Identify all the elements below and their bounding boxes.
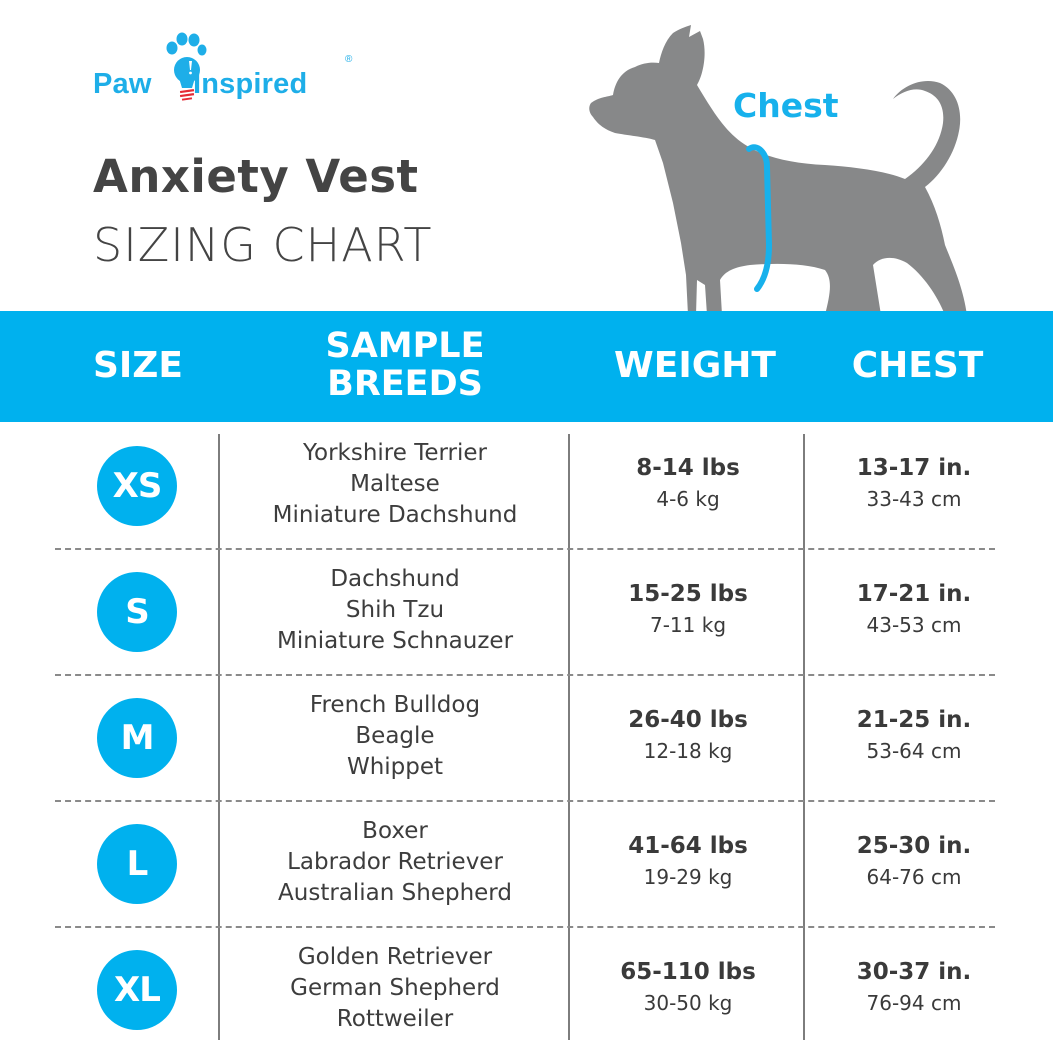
table-row-l: L Boxer Labrador Retriever Australian Sh…	[0, 800, 1053, 926]
chest-measure-label: Chest	[733, 86, 839, 125]
weight-kg: 7-11 kg	[649, 613, 727, 637]
weight-cell: 65-110 lbs 30-50 kg	[572, 956, 804, 1018]
table-row-xs: XS Yorkshire Terrier Maltese Miniature D…	[0, 422, 1053, 548]
chest-cm: 76-94 cm	[866, 991, 962, 1015]
chest-cm: 43-53 cm	[866, 613, 962, 637]
registered-mark: ®	[345, 54, 353, 65]
breed: Shih Tzu	[345, 597, 445, 623]
breed: Australian Shepherd	[278, 880, 512, 906]
breed: Whippet	[346, 754, 444, 780]
breed: Yorkshire Terrier	[303, 440, 487, 466]
column-divider	[803, 434, 805, 1040]
column-header-chest: CHEST	[851, 345, 984, 386]
chest-cell: 30-37 in. 76-94 cm	[806, 956, 1022, 1018]
weight-cell: 41-64 lbs 19-29 kg	[572, 830, 804, 892]
row-divider	[55, 800, 995, 802]
breed: French Bulldog	[309, 692, 481, 718]
table-row-m: M French Bulldog Beagle Whippet 26-40 lb…	[0, 674, 1053, 800]
breed: German Shepherd	[290, 975, 500, 1001]
weight-lbs: 65-110 lbs	[620, 959, 756, 985]
chest-cm: 53-64 cm	[866, 739, 962, 763]
chest-in: 25-30 in.	[856, 833, 972, 859]
chest-cell: 25-30 in. 64-76 cm	[806, 830, 1022, 892]
column-header-breeds-line1: SAMPLE	[325, 326, 485, 366]
chest-in: 13-17 in.	[856, 455, 972, 481]
weight-cell: 8-14 lbs 4-6 kg	[572, 452, 804, 514]
breed: Beagle	[355, 723, 435, 749]
sample-breeds: Golden Retriever German Shepherd Rottwei…	[222, 942, 568, 1035]
chest-in: 21-25 in.	[856, 707, 972, 733]
dog-silhouette-icon	[589, 25, 967, 315]
breed: Maltese	[350, 471, 440, 497]
chest-cm: 64-76 cm	[866, 865, 962, 889]
size-badge: XL	[97, 950, 177, 1030]
page-title: Anxiety Vest	[93, 150, 419, 203]
breed: Boxer	[362, 818, 428, 844]
row-divider	[55, 926, 995, 928]
breed: Dachshund	[330, 566, 460, 592]
chest-cell: 17-21 in. 43-53 cm	[806, 578, 1022, 640]
column-header-breeds: SAMPLE BREEDS	[270, 327, 540, 403]
weight-kg: 12-18 kg	[643, 739, 733, 763]
chest-in: 17-21 in.	[856, 581, 972, 607]
table-row-xl: XL Golden Retriever German Shepherd Rott…	[0, 926, 1053, 1052]
weight-lbs: 26-40 lbs	[628, 707, 748, 733]
weight-kg: 4-6 kg	[656, 487, 720, 511]
chest-cell: 13-17 in. 33-43 cm	[806, 452, 1022, 514]
paw-lightbulb-icon	[166, 32, 207, 101]
breed: Rottweiler	[336, 1006, 454, 1032]
weight-lbs: 15-25 lbs	[628, 581, 748, 607]
chest-in: 30-37 in.	[856, 959, 972, 985]
size-badge: XS	[97, 446, 177, 526]
breed: Labrador Retriever	[287, 849, 503, 875]
brand-logo: Paw Inspired ®	[93, 30, 363, 110]
row-divider	[55, 548, 995, 550]
size-badge: M	[97, 698, 177, 778]
weight-cell: 26-40 lbs 12-18 kg	[572, 704, 804, 766]
column-header-size: SIZE	[92, 345, 184, 386]
breed: Miniature Dachshund	[272, 502, 518, 528]
brand-name-right: Inspired	[193, 68, 308, 100]
table-row-s: S Dachshund Shih Tzu Miniature Schnauzer…	[0, 548, 1053, 674]
page-subtitle: SIZING CHART	[93, 218, 433, 272]
column-header-breeds-line2: BREEDS	[327, 364, 483, 404]
weight-lbs: 41-64 lbs	[628, 833, 748, 859]
column-header-weight: WEIGHT	[614, 345, 776, 386]
breed: Golden Retriever	[297, 944, 493, 970]
size-badge: L	[97, 824, 177, 904]
chest-cm: 33-43 cm	[866, 487, 962, 511]
sample-breeds: French Bulldog Beagle Whippet	[222, 690, 568, 783]
brand-name-left: Paw	[93, 68, 152, 100]
weight-kg: 30-50 kg	[643, 991, 733, 1015]
sample-breeds: Boxer Labrador Retriever Australian Shep…	[222, 816, 568, 909]
sample-breeds: Dachshund Shih Tzu Miniature Schnauzer	[222, 564, 568, 657]
column-divider	[568, 434, 570, 1040]
column-divider	[218, 434, 220, 1040]
sample-breeds: Yorkshire Terrier Maltese Miniature Dach…	[222, 438, 568, 531]
size-badge: S	[97, 572, 177, 652]
weight-cell: 15-25 lbs 7-11 kg	[572, 578, 804, 640]
weight-kg: 19-29 kg	[643, 865, 733, 889]
weight-lbs: 8-14 lbs	[636, 455, 740, 481]
breed: Miniature Schnauzer	[276, 628, 514, 654]
chest-cell: 21-25 in. 53-64 cm	[806, 704, 1022, 766]
row-divider	[55, 674, 995, 676]
table-header: SIZE SAMPLE BREEDS WEIGHT CHEST	[0, 311, 1053, 422]
